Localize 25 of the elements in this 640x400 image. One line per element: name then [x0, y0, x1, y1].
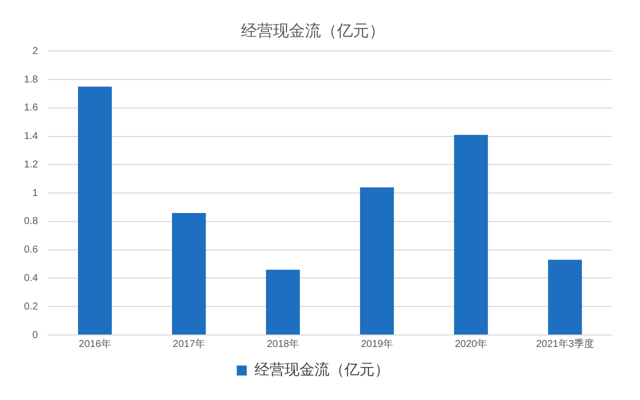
y-tick-label: 0.4 — [24, 272, 38, 284]
x-tick-label: 2017年 — [172, 338, 206, 350]
y-tick-label: 1.4 — [24, 131, 38, 142]
legend-label: 经营现金流（亿元） — [254, 360, 390, 378]
x-tick-label: 2019年 — [360, 338, 394, 350]
bar — [454, 134, 488, 334]
chart-title: 经营现金流（亿元） — [241, 20, 385, 40]
x-tick-label: 2021年3季度 — [536, 338, 594, 350]
x-tick-label: 2020年 — [454, 338, 488, 350]
bar — [548, 260, 582, 334]
y-tick-label: 0.2 — [24, 301, 38, 312]
bar — [360, 187, 394, 334]
bar — [172, 212, 206, 334]
y-tick-label: 2 — [32, 46, 38, 57]
y-tick-label: 1 — [32, 188, 38, 199]
bar — [78, 86, 112, 334]
bar — [266, 270, 300, 334]
y-tick-label: 1.6 — [24, 102, 38, 114]
y-tick-label: 0.6 — [24, 244, 38, 256]
x-tick-label: 2016年 — [78, 338, 112, 350]
y-tick-label: 0 — [32, 330, 38, 341]
y-tick-label: 0.8 — [24, 216, 38, 228]
x-tick-label: 2018年 — [266, 338, 300, 350]
y-tick-label: 1.2 — [24, 159, 38, 170]
y-tick-label: 1.8 — [24, 74, 38, 86]
